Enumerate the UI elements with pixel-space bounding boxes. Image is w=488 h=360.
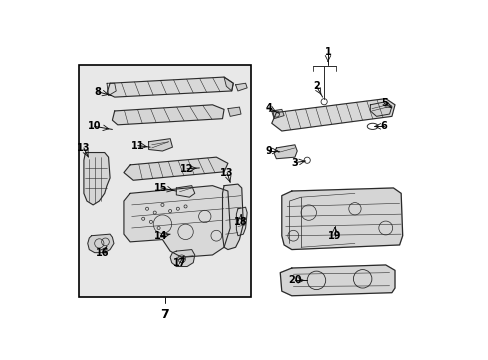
- Text: 20: 20: [287, 275, 301, 285]
- Polygon shape: [107, 77, 233, 97]
- Text: 4: 4: [265, 103, 271, 113]
- Text: 16: 16: [96, 248, 109, 258]
- Polygon shape: [222, 184, 243, 249]
- Polygon shape: [271, 109, 284, 119]
- Polygon shape: [281, 188, 402, 249]
- Text: 13: 13: [77, 143, 90, 153]
- Text: 3: 3: [291, 158, 298, 167]
- Text: 12: 12: [180, 164, 193, 174]
- Bar: [79, 65, 250, 297]
- Text: 5: 5: [380, 98, 387, 108]
- Polygon shape: [369, 102, 391, 116]
- Text: 1: 1: [324, 48, 331, 58]
- Text: 17: 17: [172, 258, 186, 269]
- Text: 15: 15: [154, 183, 167, 193]
- Polygon shape: [123, 157, 227, 180]
- Text: 7: 7: [160, 308, 169, 321]
- Polygon shape: [274, 145, 297, 159]
- Polygon shape: [170, 249, 194, 266]
- Polygon shape: [271, 99, 394, 131]
- Polygon shape: [87, 234, 114, 253]
- Text: 8: 8: [94, 87, 101, 97]
- Polygon shape: [235, 83, 246, 91]
- Polygon shape: [84, 153, 110, 205]
- Polygon shape: [227, 107, 241, 116]
- Polygon shape: [236, 207, 246, 236]
- Polygon shape: [112, 105, 224, 125]
- Text: 14: 14: [154, 231, 167, 241]
- Polygon shape: [176, 186, 194, 197]
- Text: 13: 13: [220, 167, 233, 177]
- Text: 10: 10: [88, 121, 101, 131]
- Text: 19: 19: [327, 231, 341, 241]
- Text: 18: 18: [234, 217, 247, 227]
- Text: 6: 6: [380, 121, 387, 131]
- Polygon shape: [224, 77, 233, 91]
- Polygon shape: [280, 265, 394, 296]
- Text: 9: 9: [265, 146, 271, 156]
- Text: 2: 2: [312, 81, 319, 91]
- Polygon shape: [123, 186, 230, 257]
- Text: 11: 11: [131, 141, 144, 150]
- Polygon shape: [148, 139, 172, 151]
